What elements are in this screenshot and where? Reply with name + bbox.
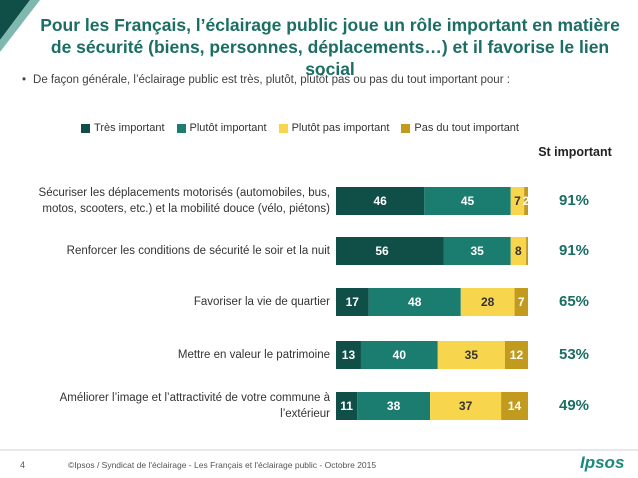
data-label: 48 xyxy=(408,295,422,309)
bar-segment xyxy=(336,288,369,316)
legend: Très important Plutôt important Plutôt pas… xyxy=(60,122,540,134)
data-label: 2 xyxy=(523,194,530,208)
totals-header: St important xyxy=(538,145,612,159)
category-label: Sécuriser les déplacements motorisés (au… xyxy=(38,187,330,215)
data-label: 37 xyxy=(459,399,473,413)
bar-segment xyxy=(336,237,444,265)
data-label: 11 xyxy=(340,399,353,413)
corner-decoration xyxy=(0,0,40,52)
data-label: 12 xyxy=(510,348,524,362)
bar-segment xyxy=(524,187,528,215)
legend-swatch xyxy=(401,123,411,133)
bar-segment xyxy=(510,187,525,215)
legend-label: Pas du tout important xyxy=(414,122,519,134)
data-label: 7 xyxy=(514,194,521,208)
total-label: 49% xyxy=(558,397,590,414)
legend-item: Très important xyxy=(81,122,165,134)
bar-segment xyxy=(336,392,358,420)
bar-segment xyxy=(443,237,511,265)
category-label: Renforcer les conditions de sécurité le … xyxy=(66,245,330,257)
page-number: 4 xyxy=(20,460,26,470)
category-label: Favoriser la vie de quartier xyxy=(193,296,330,308)
bar-segment xyxy=(510,237,527,265)
data-label: 14 xyxy=(508,399,522,413)
data-label: 38 xyxy=(387,399,401,413)
legend-label: Plutôt pas important xyxy=(291,122,390,134)
data-label: 13 xyxy=(342,348,356,362)
data-label: 28 xyxy=(481,295,495,309)
category-label: Mettre en valeur le patrimoine xyxy=(177,349,330,361)
data-label: 8 xyxy=(515,244,522,258)
bar-segment xyxy=(336,341,361,369)
bar-segment xyxy=(504,341,528,369)
chart-title: Pour les Français, l’éclairage public jo… xyxy=(40,15,620,79)
category-label: Améliorer l’image et l’attractivité de v… xyxy=(59,392,330,420)
data-label: 17 xyxy=(346,295,360,309)
data-label: 46 xyxy=(373,194,387,208)
legend-swatch xyxy=(278,123,288,133)
legend-label: Plutôt important xyxy=(189,122,267,134)
subtitle: De façon générale, l’éclairage public es… xyxy=(22,74,510,86)
legend-item: Plutôt pas important xyxy=(278,122,390,134)
total-label: 91% xyxy=(558,242,590,259)
total-label: 53% xyxy=(558,346,590,363)
logo: Ipsos xyxy=(580,453,625,472)
legend-swatch xyxy=(81,123,91,133)
data-label: 35 xyxy=(470,244,484,258)
bar-segment xyxy=(526,237,528,265)
data-label: 7 xyxy=(518,295,525,309)
footer-source: ©Ipsos / Syndicat de l'éclairage - Les F… xyxy=(68,460,377,470)
data-label: 35 xyxy=(465,348,479,362)
bar-segment xyxy=(424,187,511,215)
legend-item: Plutôt important xyxy=(176,122,267,134)
bar-segment xyxy=(357,392,431,420)
bar-segment xyxy=(437,341,505,369)
bar-segment xyxy=(360,341,438,369)
bar-segment xyxy=(501,392,528,420)
legend-swatch xyxy=(176,123,186,133)
legend-label: Très important xyxy=(94,122,165,134)
bar-segment xyxy=(430,392,502,420)
bar-segment xyxy=(368,288,461,316)
total-label: 65% xyxy=(558,293,590,310)
data-label: 45 xyxy=(461,194,475,208)
data-label: 56 xyxy=(375,244,389,258)
total-label: 91% xyxy=(558,192,590,209)
bar-segment xyxy=(460,288,515,316)
bar-segment xyxy=(514,288,528,316)
data-label: 40 xyxy=(393,348,407,362)
bar-segment xyxy=(336,187,425,215)
legend-item: Pas du tout important xyxy=(401,122,519,134)
